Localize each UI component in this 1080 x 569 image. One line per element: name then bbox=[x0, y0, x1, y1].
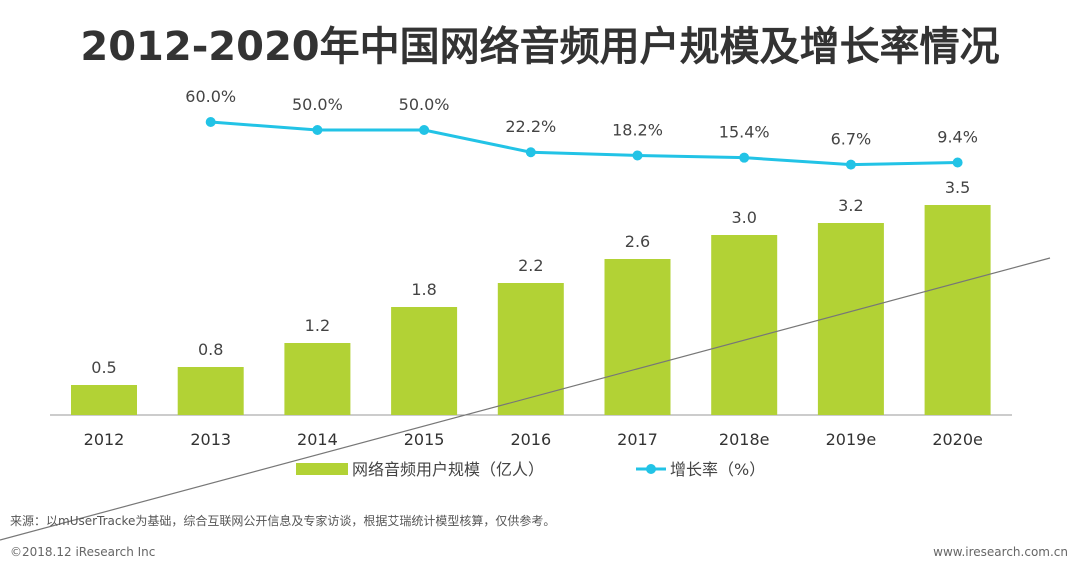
bar-label: 0.5 bbox=[91, 358, 116, 377]
growth-label: 22.2% bbox=[505, 117, 556, 136]
x-tick-label: 2016 bbox=[510, 430, 551, 449]
bar bbox=[497, 283, 564, 415]
growth-label: 9.4% bbox=[937, 127, 978, 146]
growth-point bbox=[419, 125, 430, 135]
website: www.iresearch.com.cn bbox=[933, 545, 1068, 559]
bar bbox=[924, 205, 991, 415]
bar bbox=[284, 343, 351, 415]
bar bbox=[817, 223, 884, 415]
bar-label: 2.6 bbox=[625, 232, 650, 251]
bar-label: 2.2 bbox=[518, 256, 543, 275]
growth-point bbox=[205, 117, 216, 127]
x-tick-label: 2014 bbox=[297, 430, 338, 449]
growth-label: 15.4% bbox=[719, 123, 770, 142]
growth-point bbox=[845, 159, 856, 170]
x-tick-label: 2018e bbox=[719, 430, 770, 449]
x-tick-label: 2019e bbox=[826, 430, 877, 449]
growth-point bbox=[952, 157, 963, 168]
bar-label: 1.8 bbox=[411, 280, 436, 299]
bar bbox=[391, 307, 458, 415]
x-tick-label: 2012 bbox=[84, 430, 125, 449]
bar-label: 0.8 bbox=[198, 340, 223, 359]
legend-bar-swatch bbox=[296, 463, 348, 475]
legend-bar-label: 网络音频用户规模（亿人） bbox=[352, 460, 544, 479]
bar-label: 3.2 bbox=[838, 196, 863, 215]
growth-label: 60.0% bbox=[185, 87, 236, 106]
diagonal-line bbox=[0, 257, 1051, 541]
copyright: ©2018.12 iResearch Inc bbox=[10, 545, 156, 559]
x-tick-label: 2020e bbox=[932, 430, 983, 449]
growth-point bbox=[632, 150, 643, 161]
x-tick-label: 2015 bbox=[404, 430, 445, 449]
growth-label: 50.0% bbox=[399, 95, 450, 114]
bar bbox=[711, 235, 778, 415]
legend-line-marker bbox=[646, 464, 656, 474]
bar bbox=[177, 367, 244, 415]
legend-line-label: 增长率（%） bbox=[670, 460, 765, 479]
bar-label: 1.2 bbox=[305, 316, 330, 335]
bar bbox=[71, 385, 137, 415]
source-note: 来源：以mUserTracke为基础，综合互联网公开信息及专家访谈，根据艾瑞统计… bbox=[10, 514, 556, 528]
growth-point bbox=[312, 125, 323, 135]
growth-line bbox=[210, 120, 958, 167]
x-tick-label: 2017 bbox=[617, 430, 658, 449]
growth-label: 18.2% bbox=[612, 120, 663, 139]
x-tick-label: 2013 bbox=[190, 430, 231, 449]
growth-label: 6.7% bbox=[831, 130, 872, 149]
chart-title: 2012-2020年中国网络音频用户规模及增长率情况 bbox=[80, 24, 1000, 70]
bar-label: 3.5 bbox=[945, 178, 970, 197]
bar-label: 3.0 bbox=[731, 208, 756, 227]
growth-point bbox=[739, 152, 750, 163]
bar bbox=[604, 259, 671, 415]
growth-point bbox=[525, 147, 536, 158]
growth-label: 50.0% bbox=[292, 95, 343, 114]
